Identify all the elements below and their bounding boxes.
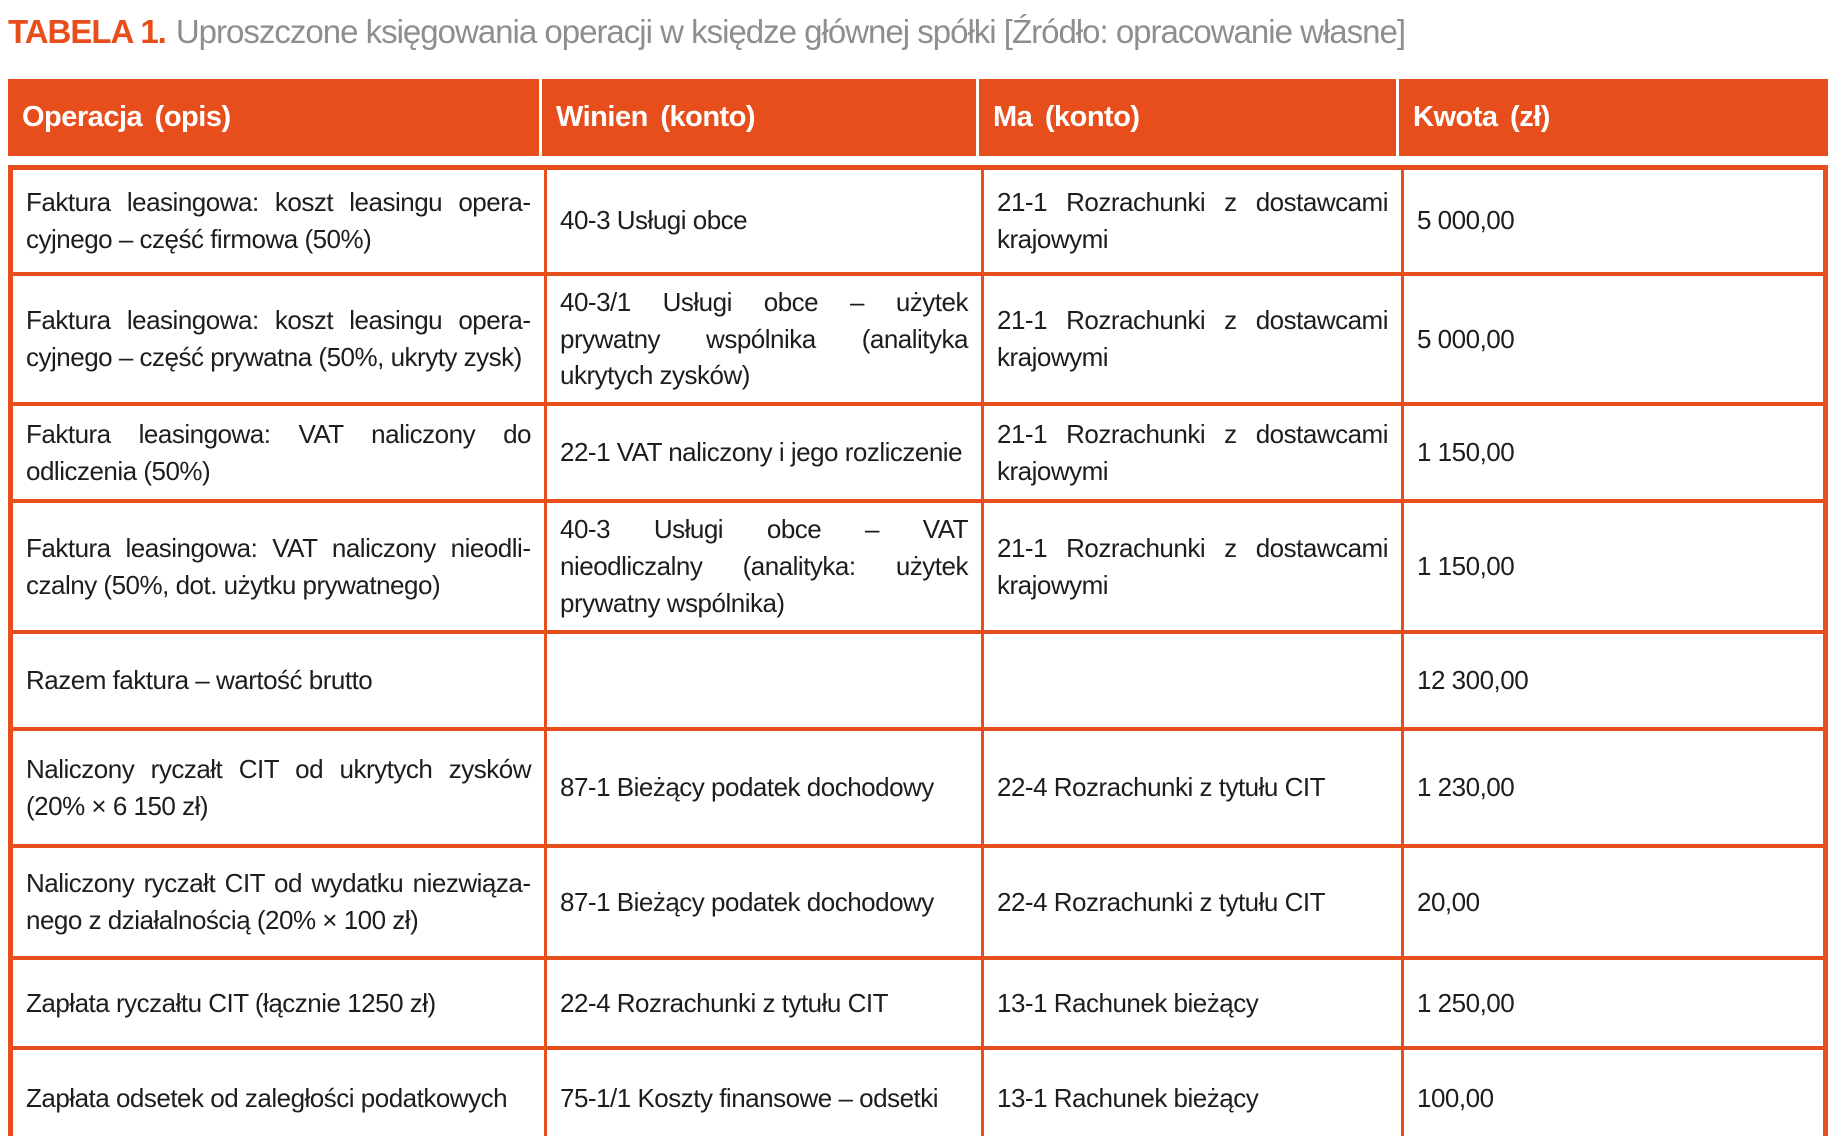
table-row: Faktura leasingowa: VAT naliczony do odl… [13, 402, 1823, 500]
cell-ma: 21-1 Rozrachunki z dostawcami krajowymi [981, 275, 1401, 403]
cell-operacja: Faktura leasingowa: koszt leasingu opera… [26, 186, 532, 254]
cell-operacja: Faktura leasingowa: VAT naliczony do odl… [26, 418, 532, 486]
table-caption-label: TABELA 1. [8, 13, 167, 50]
cell-winien: 40-3 Usługi obce – VAT nieodliczalny (an… [544, 503, 981, 631]
cell-ma [981, 634, 1401, 728]
column-header-kwota: Kwota (zł) [1396, 78, 1828, 156]
cell-kwota: 20,00 [1401, 848, 1823, 957]
cell-kwota: 1 230,00 [1401, 731, 1823, 845]
table-row-total: Razem faktura – wartość brutto 12 300,00 [13, 630, 1823, 728]
cell-operacja: Naliczony ryczałt CIT od ukrytych zysków… [26, 753, 532, 821]
table-caption-text: Uproszczone księgowania operacji w księd… [175, 13, 1406, 50]
table-row: Faktura leasingowa: koszt leasingu opera… [13, 169, 1823, 272]
cell-kwota: 12 300,00 [1401, 634, 1823, 728]
cell-operacja: Faktura leasingowa: koszt leasingu opera… [26, 305, 532, 372]
cell-kwota: 1 250,00 [1401, 960, 1823, 1047]
cell-winien: 87-1 Bieżący podatek dochodowy [544, 731, 981, 845]
column-header-ma: Ma (konto) [976, 78, 1396, 156]
cell-ma: 21-1 Rozrachunki z dostawcami krajowymi [981, 169, 1401, 272]
table-row: Naliczony ryczałt CIT od wydatku niezwią… [13, 844, 1823, 957]
cell-winien: 75-1/1 Koszty finansowe – odsetki [544, 1050, 981, 1136]
cell-winien: 40-3 Usługi obce [544, 169, 981, 272]
cell-kwota: 1 150,00 [1401, 406, 1823, 500]
column-header-winien: Winien (konto) [539, 78, 976, 156]
cell-ma: 21-1 Rozrachunki z dostawcami krajowymi [981, 503, 1401, 631]
cell-kwota: 1 150,00 [1401, 503, 1823, 631]
table-row: Faktura leasingowa: koszt leasingu opera… [13, 271, 1823, 403]
cell-ma: 13-1 Rachunek bieżący [981, 960, 1401, 1047]
cell-ma: 13-1 Rachunek bieżący [981, 1050, 1401, 1136]
column-header-operacja: Operacja (opis) [22, 100, 231, 133]
cell-winien: 22-4 Rozrachunki z tytułu CIT [544, 960, 981, 1047]
cell-winien: 87-1 Bieżący podatek dochodowy [544, 848, 981, 957]
cell-kwota: 100,00 [1401, 1050, 1823, 1136]
table-row: Naliczony ryczałt CIT od ukrytych zysków… [13, 727, 1823, 845]
cell-operacja: Zapłata ryczałtu CIT (łącznie 1250 zł) [26, 987, 436, 1018]
table-row: Faktura leasingowa: VAT naliczony nieodl… [13, 499, 1823, 631]
table-body: Faktura leasingowa: koszt leasingu opera… [8, 164, 1828, 1136]
table-row: Zapłata odsetek od zaległości podatkowyc… [13, 1046, 1823, 1136]
cell-winien [544, 634, 981, 728]
cell-operacja: Zapłata odsetek od zaległości podatkowyc… [26, 1083, 508, 1114]
cell-operacja: Razem faktura – wartość brutto [26, 665, 373, 696]
cell-ma: 22-4 Rozrachunki z tytułu CIT [981, 731, 1401, 845]
cell-winien: 40-3/1 Usługi obce – użytek prywatny wsp… [544, 275, 981, 403]
table-caption: TABELA 1. Uproszczone księgowania operacj… [8, 12, 1828, 52]
cell-operacja: Faktura leasingowa: VAT naliczony nieodl… [26, 532, 532, 600]
cell-ma: 21-1 Rozrachunki z dostawcami krajowymi [981, 406, 1401, 500]
accounting-table: Operacja (opis) Winien (konto) Ma (konto… [8, 78, 1828, 1136]
cell-winien: 22-1 VAT naliczony i jego rozliczenie [544, 406, 981, 500]
cell-ma: 22-4 Rozrachunki z tytułu CIT [981, 848, 1401, 957]
cell-operacja: Naliczony ryczałt CIT od wydatku niezwią… [26, 868, 532, 936]
table-header-row: Operacja (opis) Winien (konto) Ma (konto… [8, 78, 1828, 156]
cell-kwota: 5 000,00 [1401, 275, 1823, 403]
table-row: Zapłata ryczałtu CIT (łącznie 1250 zł) 2… [13, 956, 1823, 1047]
cell-kwota: 5 000,00 [1401, 169, 1823, 272]
